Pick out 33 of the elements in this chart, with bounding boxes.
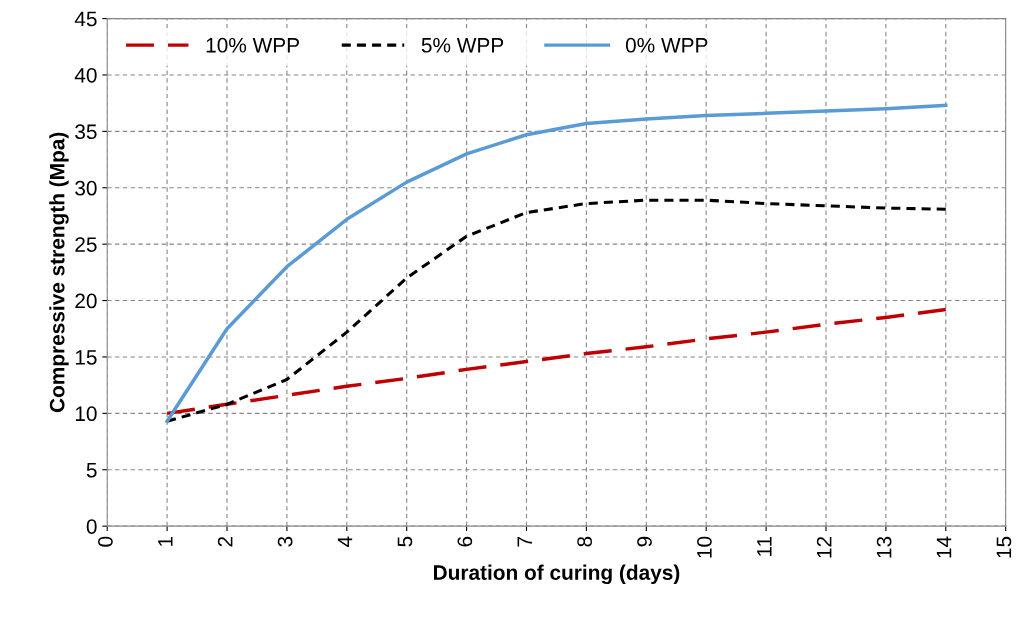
legend-label: 10% WPP bbox=[206, 37, 299, 53]
x-tick-label: 8 bbox=[577, 536, 592, 547]
line-series bbox=[165, 307, 948, 416]
x-tick-label: 2 bbox=[217, 536, 233, 547]
y-tick-label: 5 bbox=[86, 462, 97, 478]
x-tick-label: 4 bbox=[337, 536, 353, 547]
y-tick-label: 25 bbox=[75, 237, 97, 252]
y-tick-label: 45 bbox=[74, 11, 97, 27]
y-tick-label: 0 bbox=[86, 519, 97, 534]
x-tick-label: 14 bbox=[936, 536, 952, 558]
x-tick-label: 12 bbox=[816, 536, 832, 558]
y-tick-label: 30 bbox=[75, 180, 97, 196]
x-axis-title: Duration of curing (days) bbox=[434, 564, 680, 585]
x-tick-label: 9 bbox=[637, 536, 652, 547]
x-tick-label: 0 bbox=[98, 536, 113, 547]
line-series bbox=[165, 103, 948, 423]
x-tick-label: 15 bbox=[996, 536, 1012, 558]
x-tick-label: 13 bbox=[876, 536, 892, 558]
x-tick-label: 7 bbox=[517, 536, 532, 547]
x-tick-label: 5 bbox=[397, 536, 413, 547]
legend-label: 0% WPP bbox=[625, 37, 708, 53]
x-tick-label: 1 bbox=[158, 536, 173, 546]
x-tick-label: 11 bbox=[757, 536, 772, 556]
y-tick-label: 20 bbox=[75, 293, 97, 309]
legend-label: 5% WPP bbox=[421, 37, 504, 53]
y-axis-title: Compressive strength (Mpa) bbox=[49, 132, 69, 413]
y-tick-label: 40 bbox=[74, 67, 97, 83]
x-tick-label: 3 bbox=[277, 536, 293, 547]
x-tick-label: 6 bbox=[457, 536, 473, 547]
y-tick-label: 35 bbox=[75, 124, 97, 140]
x-tick-label: 10 bbox=[697, 536, 712, 558]
y-tick-label: 10 bbox=[75, 406, 97, 422]
y-tick-label: 15 bbox=[75, 350, 97, 365]
